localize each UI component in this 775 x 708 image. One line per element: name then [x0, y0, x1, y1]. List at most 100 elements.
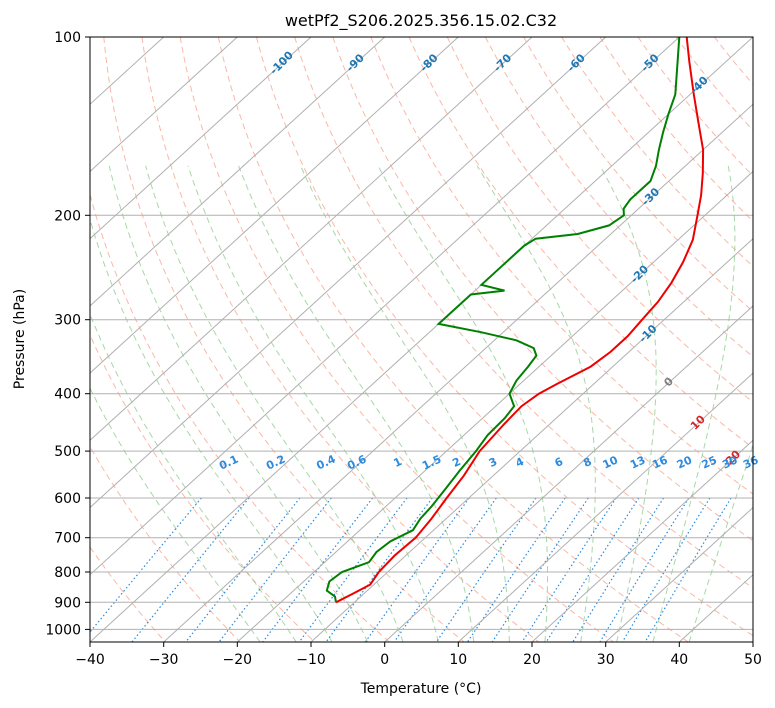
- isotherm-line: [457, 372, 753, 642]
- x-tick-label: −20: [223, 652, 253, 668]
- dry-adiabat: [141, 37, 540, 642]
- x-tick-label: 20: [523, 652, 541, 668]
- y-axis-title: Pressure (hPa): [12, 289, 28, 389]
- moist-adiabats: [90, 165, 753, 642]
- mixing-ratio-line: [599, 497, 690, 642]
- isotherm-line: [752, 641, 753, 642]
- mixing-ratio-line: [90, 497, 202, 633]
- mixing-ratio-lines: [90, 497, 732, 642]
- isotherm-line: [605, 506, 753, 642]
- y-tick-label: 900: [54, 595, 81, 611]
- isotherm-line: [90, 37, 753, 642]
- temperature-line: [335, 37, 705, 604]
- mixing-ratio-line: [325, 497, 433, 642]
- moist-adiabat: [476, 165, 596, 642]
- dry-adiabat: [217, 37, 689, 642]
- moist-adiabat: [90, 313, 297, 642]
- dry-adiabats: [90, 37, 753, 642]
- isotherm-line: [531, 439, 753, 642]
- dry-adiabat: [637, 37, 753, 177]
- dry-adiabat: [294, 37, 753, 589]
- isotherm-label: -100: [267, 48, 296, 77]
- isotherm-line: [236, 170, 753, 642]
- isotherm-line: [90, 37, 238, 173]
- mixing-ratio-line: [621, 497, 711, 642]
- moist-adiabat: [108, 165, 369, 642]
- dry-adiabat: [599, 37, 753, 222]
- isotherm-line: [90, 37, 607, 509]
- x-axis: −40 −30 −20 −10 0 10 20 30 40 50: [75, 642, 762, 668]
- dry-adiabat: [256, 37, 753, 637]
- x-tick-label: −10: [296, 652, 326, 668]
- x-tick-label: 40: [670, 652, 688, 668]
- dry-adiabat: [90, 333, 316, 642]
- x-tick-label: 0: [380, 652, 389, 668]
- mixing-ratio-line: [262, 497, 374, 642]
- mixing-ratio-line: [393, 497, 497, 642]
- mixing-ratio-label: 3: [487, 455, 499, 470]
- mixing-ratio-line: [545, 497, 640, 642]
- mixing-ratio-label: 36: [741, 453, 761, 471]
- isotherm-line: [310, 237, 753, 642]
- mixing-ratio-line: [435, 497, 537, 642]
- dewpoint-line: [325, 37, 681, 603]
- mixing-ratio-label: 20: [675, 453, 695, 471]
- plot-frame: [89, 36, 754, 643]
- isotherm-line: [90, 37, 680, 576]
- mixing-ratio-labels: 0.1 0.2 0.4 0.6 1 1.5 2 3 4 6 8 10 13 16 20 25 30 36: [217, 452, 761, 472]
- moist-adiabat: [145, 165, 404, 642]
- mixing-ratio-label: 25: [700, 453, 719, 471]
- mixing-ratio-label: 8: [581, 455, 593, 470]
- mixing-ratio-line: [298, 497, 408, 642]
- plot-area: [90, 37, 753, 642]
- dry-adiabat: [370, 37, 753, 495]
- chart-title: wetPf2_S206.2025.356.15.02.C32: [285, 11, 557, 31]
- dry-adiabat: [561, 37, 753, 267]
- moist-adiabat: [377, 165, 548, 642]
- y-tick-label: 1000: [45, 622, 81, 638]
- dry-adiabat: [484, 37, 753, 358]
- x-axis-title: Temperature (°C): [360, 681, 482, 697]
- isotherms: [90, 37, 753, 642]
- mixing-ratio-line: [491, 497, 589, 642]
- mixing-ratio-label: 0.2: [264, 453, 287, 473]
- isotherm-line: [90, 37, 459, 374]
- mixing-ratio-label: 1.5: [420, 453, 443, 473]
- isotherm-line: [90, 37, 386, 307]
- y-tick-label: 200: [54, 208, 81, 224]
- mixing-ratio-line: [572, 497, 665, 642]
- dry-adiabat: [179, 37, 614, 642]
- mixing-ratio-line: [521, 497, 617, 642]
- y-tick-label: 700: [54, 531, 81, 547]
- dry-adiabat: [90, 192, 390, 642]
- moist-adiabat: [238, 165, 475, 642]
- mixing-ratio-label: 0.4: [314, 452, 337, 472]
- isobars: [90, 37, 753, 630]
- x-tick-label: −30: [149, 652, 179, 668]
- y-tick-label: 300: [54, 313, 81, 329]
- dry-adiabat: [408, 37, 753, 449]
- mixing-ratio-label: 10: [601, 453, 621, 471]
- mixing-ratio-line: [644, 497, 732, 642]
- isotherm-line: [90, 37, 312, 240]
- mixing-ratio-line: [218, 497, 332, 642]
- y-axis: 100 200 300 400 500 600 700 800 900 1000: [45, 30, 90, 638]
- x-tick-label: 10: [449, 652, 467, 668]
- mixing-ratio-line: [364, 497, 470, 642]
- mixing-ratio-label: 4: [514, 455, 527, 470]
- isotherm-line: [384, 305, 753, 642]
- dry-adiabat: [714, 37, 753, 85]
- moist-adiabat: [300, 165, 510, 642]
- isotherm-line: [163, 103, 753, 642]
- mixing-ratio-label: 16: [650, 453, 670, 471]
- dry-adiabat: [103, 37, 465, 642]
- y-tick-label: 800: [54, 565, 81, 581]
- x-tick-label: 50: [744, 652, 762, 668]
- isotherm-line: [90, 37, 533, 442]
- dry-adiabat: [446, 37, 753, 403]
- moist-adiabat: [90, 217, 333, 642]
- dry-adiabat: [752, 37, 753, 39]
- moist-adiabat: [599, 165, 657, 642]
- x-tick-label: −40: [75, 652, 105, 668]
